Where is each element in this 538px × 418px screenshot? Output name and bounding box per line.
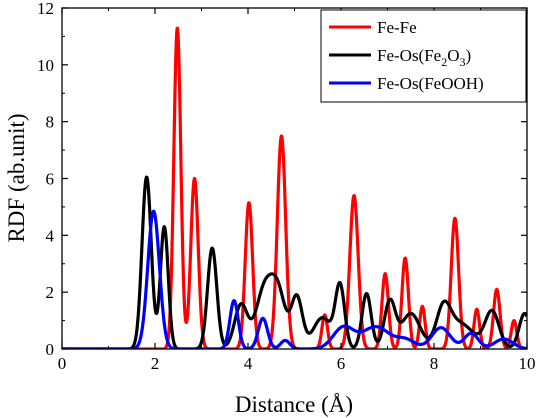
x-tick-label: 6 <box>337 354 346 373</box>
x-axis-title: Distance (Å) <box>235 392 353 417</box>
y-axis-title: RDF (ab.unit) <box>4 113 29 242</box>
y-tick-label: 6 <box>46 170 55 189</box>
y-tick-label: 12 <box>37 0 54 18</box>
legend-label-1: Fe-Os(Fe2O3) <box>377 46 471 69</box>
series-line-1 <box>62 175 527 349</box>
y-tick-label: 10 <box>37 56 54 75</box>
x-tick-label: 10 <box>519 354 536 373</box>
x-tick-label: 2 <box>151 354 160 373</box>
y-tick-label: 4 <box>46 226 55 245</box>
y-tick-label: 0 <box>46 340 55 359</box>
legend-label-2: Fe-Os(FeOOH) <box>377 74 484 93</box>
x-tick-label: 8 <box>430 354 439 373</box>
legend: Fe-Fe Fe-Os(Fe2O3) Fe-Os(FeOOH) <box>320 9 527 103</box>
y-tick-label: 2 <box>46 283 55 302</box>
x-tick-label: 4 <box>244 354 253 373</box>
y-tick-label: 8 <box>46 113 55 132</box>
x-tick-label: 0 <box>58 354 67 373</box>
legend-label-0: Fe-Fe <box>377 18 417 37</box>
